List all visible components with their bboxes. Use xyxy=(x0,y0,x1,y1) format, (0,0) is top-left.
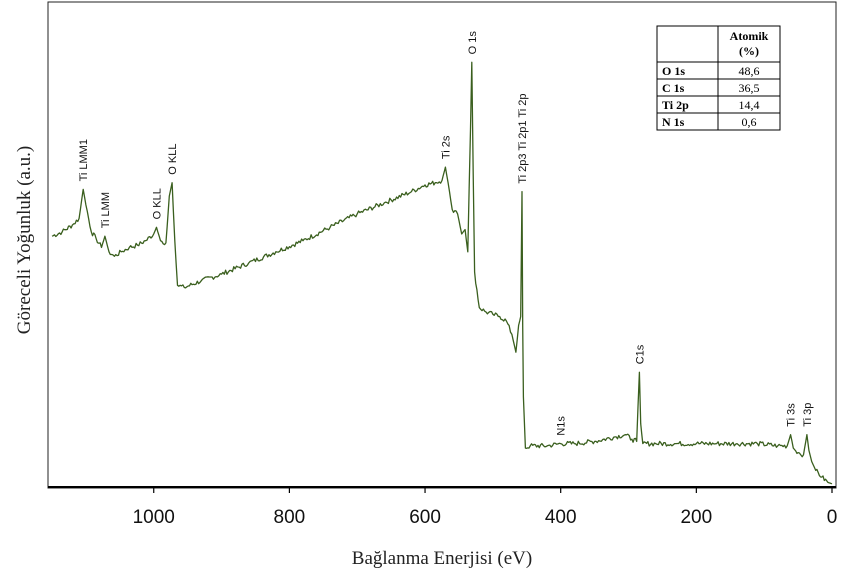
table-value-cell: 0,6 xyxy=(742,115,757,129)
x-tick-label: 800 xyxy=(274,507,306,528)
table-value-cell: 36,5 xyxy=(739,81,760,95)
peak-label: C1s xyxy=(634,344,646,364)
spectrum-line xyxy=(51,61,833,485)
x-axis-title: Bağlanma Enerjisi (eV) xyxy=(352,548,532,569)
table-element-cell: Ti 2p xyxy=(662,98,689,112)
peak-label: Ti 3p xyxy=(802,403,814,427)
y-axis-title: Göreceli Yoğunluk (a.u.) xyxy=(14,146,35,334)
peak-label: O KLL xyxy=(167,144,179,175)
table-element-cell: C 1s xyxy=(662,81,685,95)
x-tick-label: 600 xyxy=(409,507,441,528)
table-value-cell: 48,6 xyxy=(739,64,760,78)
table-element-cell: N 1s xyxy=(662,115,685,129)
x-axis-ticks: 1000 800 600 400 200 0 xyxy=(133,487,838,528)
peak-label: O 1s xyxy=(467,31,479,55)
peak-label: Ti LMM xyxy=(100,192,112,228)
peak-labels: Ti LMM1 Ti LMM O KLL O KLL Ti 2s O 1s Ti 2p3 T… xyxy=(78,31,814,436)
peak-label: Ti 2s xyxy=(440,135,452,159)
table-element-cell: O 1s xyxy=(662,64,685,78)
x-tick-label: 0 xyxy=(827,507,838,528)
peak-label: Ti LMM1 xyxy=(78,139,90,181)
x-tick-label: 200 xyxy=(680,507,712,528)
peak-label: N1s xyxy=(556,416,568,436)
atomic-percent-table: Atomik (%) O 1s 48,6 C 1s 36,5 Ti 2p 14,4 N 1s 0,… xyxy=(656,25,781,131)
x-tick-label: 1000 xyxy=(133,507,175,528)
table-header-label: Atomik (%) xyxy=(730,29,769,58)
table-value-cell: 14,4 xyxy=(739,98,760,112)
peak-label: O KLL xyxy=(151,188,163,219)
x-tick-label: 400 xyxy=(545,507,577,528)
peak-label: Ti 2p3 Ti 2p1 Ti 2p xyxy=(517,94,529,184)
peak-label: Ti 3s xyxy=(786,403,798,427)
